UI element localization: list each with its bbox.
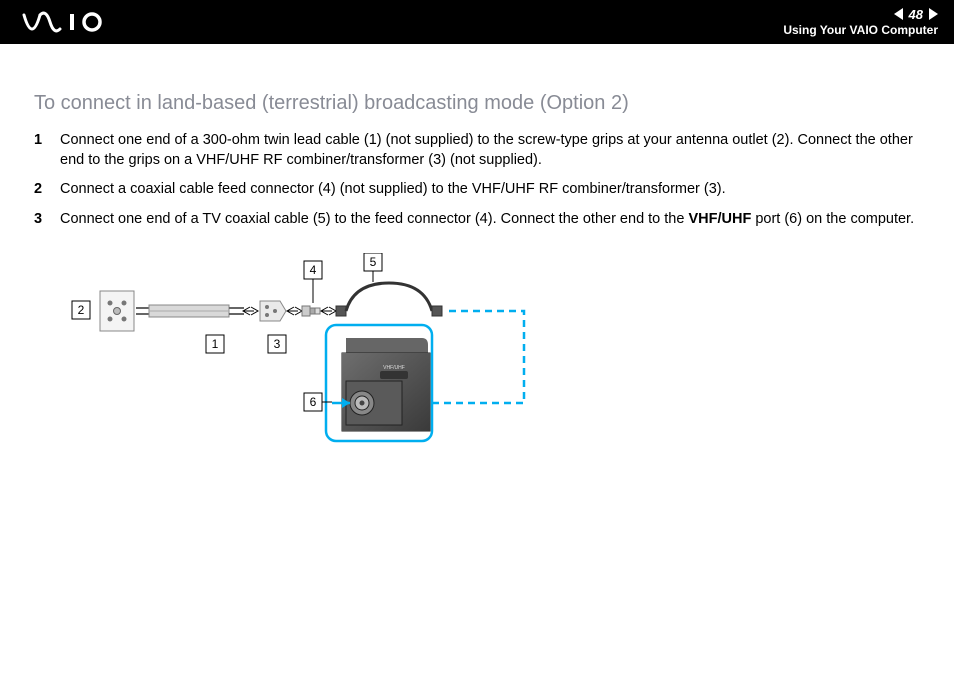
- diagram-label-2: 2: [78, 303, 85, 317]
- page-content: To connect in land-based (terrestrial) b…: [0, 44, 954, 453]
- connection-diagram: 2 1 3 4 5 6: [54, 253, 554, 453]
- section-label: Using Your VAIO Computer: [783, 23, 938, 37]
- antenna-outlet-icon: [100, 291, 134, 331]
- diagram-label-5: 5: [370, 255, 377, 269]
- step-number: 3: [34, 210, 60, 230]
- diagram-label-6: 6: [310, 395, 317, 409]
- diagram-label-1: 1: [212, 337, 219, 351]
- section-heading: To connect in land-based (terrestrial) b…: [34, 92, 920, 115]
- step-item: 3 Connect one end of a TV coaxial cable …: [34, 210, 920, 230]
- step-text: Connect one end of a 300-ohm twin lead c…: [60, 131, 920, 170]
- step-number: 1: [34, 131, 60, 151]
- diagram-label-3: 3: [274, 337, 281, 351]
- header-bar: 48 Using Your VAIO Computer: [0, 0, 954, 44]
- twin-lead-cable-icon: [136, 305, 244, 317]
- steps-list: 1 Connect one end of a 300-ohm twin lead…: [34, 131, 920, 229]
- step-text: Connect a coaxial cable feed connector (…: [60, 180, 920, 200]
- page-nav: 48: [894, 7, 938, 23]
- step-text-bold: VHF/UHF: [688, 211, 751, 227]
- coax-cable-icon: [336, 283, 442, 316]
- feed-connector-icon: [302, 306, 320, 316]
- computer-port-icon: VHF/UHF: [332, 338, 430, 431]
- page-number: 48: [909, 7, 923, 23]
- step-text-part: port (6) on the computer.: [751, 211, 914, 227]
- next-page-icon[interactable]: [929, 8, 938, 20]
- header-right: 48 Using Your VAIO Computer: [783, 7, 938, 38]
- step-number: 2: [34, 180, 60, 200]
- vaio-logo: [22, 11, 132, 33]
- svg-text:VHF/UHF: VHF/UHF: [383, 365, 405, 371]
- prev-page-icon[interactable]: [894, 8, 903, 20]
- diagram-label-4: 4: [310, 263, 317, 277]
- step-text: Connect one end of a TV coaxial cable (5…: [60, 210, 920, 230]
- step-item: 2 Connect a coaxial cable feed connector…: [34, 180, 920, 200]
- step-item: 1 Connect one end of a 300-ohm twin lead…: [34, 131, 920, 170]
- combiner-transformer-icon: [260, 301, 286, 321]
- step-text-part: Connect one end of a TV coaxial cable (5…: [60, 211, 688, 227]
